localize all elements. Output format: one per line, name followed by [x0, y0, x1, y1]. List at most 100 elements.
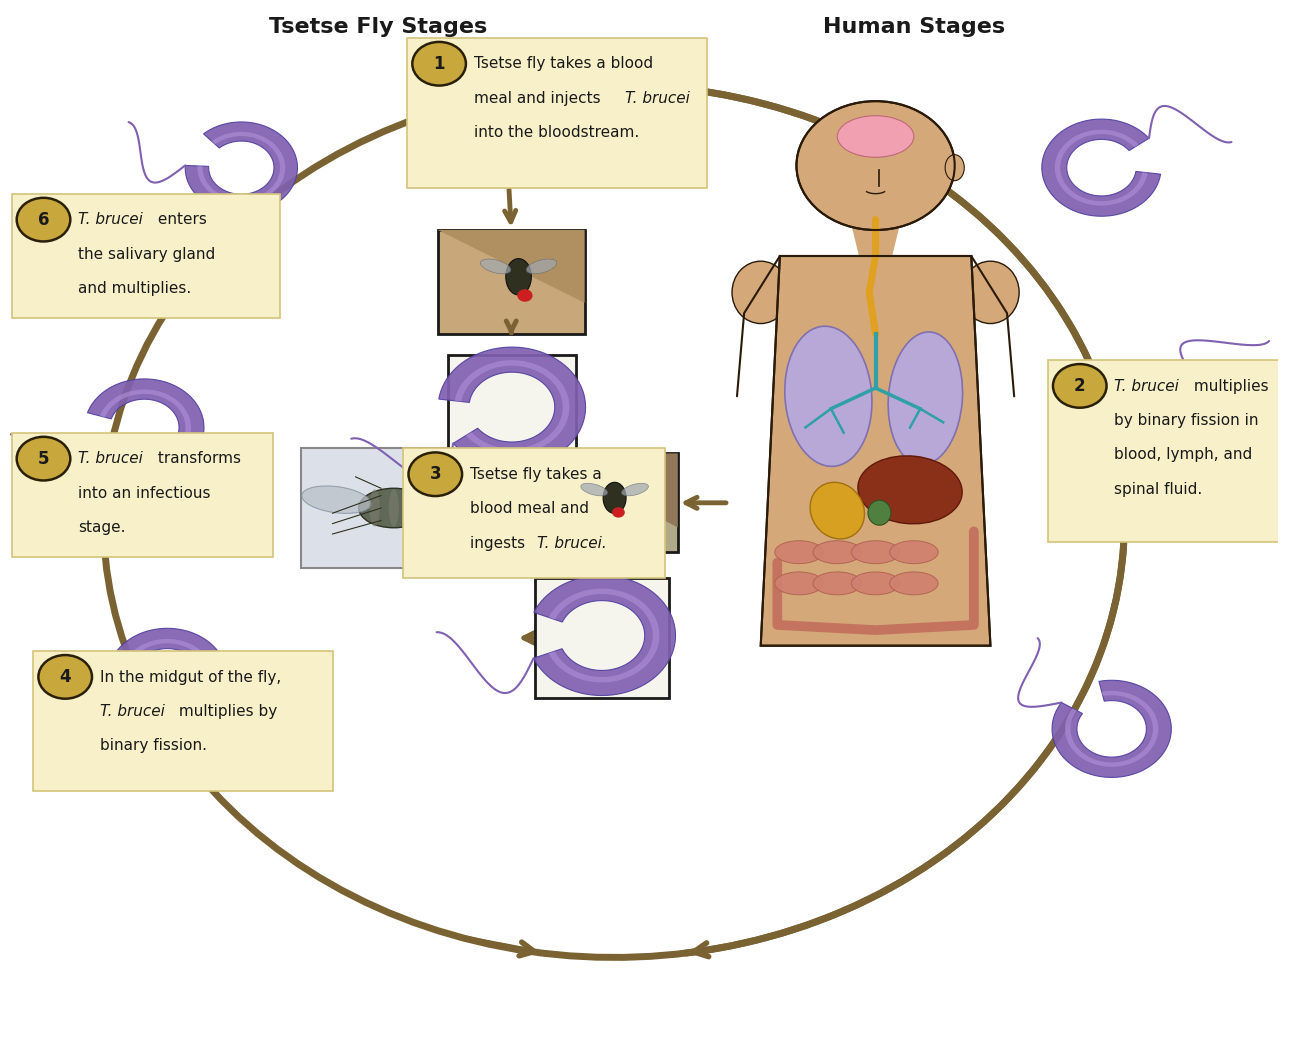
Text: T. brucei.: T. brucei. [537, 536, 607, 550]
Ellipse shape [813, 541, 861, 564]
FancyBboxPatch shape [34, 651, 333, 791]
Polygon shape [439, 347, 585, 467]
Polygon shape [1052, 680, 1171, 777]
Circle shape [613, 507, 624, 518]
Text: spinal fluid.: spinal fluid. [1114, 481, 1203, 496]
Ellipse shape [868, 500, 891, 525]
Ellipse shape [732, 262, 790, 324]
Polygon shape [455, 361, 570, 454]
Text: T. brucei: T. brucei [625, 91, 690, 105]
FancyBboxPatch shape [302, 448, 487, 568]
Ellipse shape [408, 490, 418, 526]
Text: ingests: ingests [470, 536, 530, 550]
Text: 1: 1 [434, 55, 445, 73]
Text: Tsetse Fly Stages: Tsetse Fly Stages [269, 17, 487, 36]
Polygon shape [120, 639, 214, 715]
Text: 4: 4 [60, 668, 71, 686]
Text: Human Stages: Human Stages [822, 17, 1005, 36]
Circle shape [412, 42, 466, 85]
Ellipse shape [785, 326, 872, 467]
Text: 5: 5 [38, 450, 49, 468]
Polygon shape [1041, 119, 1160, 217]
Polygon shape [185, 122, 298, 214]
Ellipse shape [945, 154, 965, 180]
Text: 6: 6 [38, 210, 49, 228]
Ellipse shape [417, 486, 486, 514]
Text: T. brucei: T. brucei [78, 213, 142, 227]
Text: T. brucei: T. brucei [100, 704, 164, 719]
Ellipse shape [813, 572, 861, 595]
Polygon shape [1127, 388, 1225, 468]
Circle shape [39, 655, 92, 699]
Circle shape [517, 290, 532, 302]
Ellipse shape [962, 262, 1019, 324]
Text: blood, lymph, and: blood, lymph, and [1114, 447, 1252, 463]
Ellipse shape [480, 259, 510, 274]
Polygon shape [760, 256, 991, 646]
Ellipse shape [811, 482, 865, 539]
Ellipse shape [603, 482, 625, 514]
Polygon shape [850, 220, 901, 256]
Ellipse shape [526, 259, 557, 274]
FancyBboxPatch shape [12, 432, 273, 557]
FancyBboxPatch shape [537, 453, 677, 552]
Text: meal and injects: meal and injects [474, 91, 610, 105]
Text: Tsetse fly takes a: Tsetse fly takes a [470, 467, 601, 482]
FancyBboxPatch shape [438, 230, 584, 333]
Text: 2: 2 [1074, 377, 1085, 395]
Ellipse shape [774, 572, 824, 595]
Ellipse shape [359, 489, 429, 527]
Text: enters: enters [153, 213, 206, 227]
Circle shape [17, 198, 70, 242]
Text: into an infectious: into an infectious [78, 486, 211, 500]
Ellipse shape [369, 490, 379, 526]
Text: stage.: stage. [78, 520, 126, 535]
Polygon shape [100, 390, 190, 466]
Text: multiplies: multiplies [1189, 378, 1269, 394]
FancyBboxPatch shape [403, 448, 666, 578]
Ellipse shape [888, 332, 962, 465]
Polygon shape [534, 575, 676, 696]
Text: T. brucei: T. brucei [78, 451, 142, 467]
FancyBboxPatch shape [535, 578, 668, 698]
FancyBboxPatch shape [448, 354, 576, 464]
Circle shape [408, 452, 462, 496]
FancyBboxPatch shape [12, 194, 280, 319]
Polygon shape [549, 589, 659, 683]
Text: multiplies by: multiplies by [175, 704, 277, 719]
Circle shape [796, 101, 954, 230]
Ellipse shape [506, 258, 531, 295]
Ellipse shape [774, 541, 824, 564]
Text: Tsetse fly takes a blood: Tsetse fly takes a blood [474, 56, 653, 72]
Ellipse shape [580, 483, 607, 496]
Ellipse shape [838, 116, 914, 157]
Polygon shape [1112, 376, 1238, 479]
Text: T. brucei: T. brucei [1114, 378, 1180, 394]
Ellipse shape [851, 541, 900, 564]
Text: blood meal and: blood meal and [470, 501, 589, 516]
Circle shape [17, 437, 70, 480]
Text: the salivary gland: the salivary gland [78, 247, 215, 262]
Polygon shape [88, 379, 205, 476]
Ellipse shape [890, 541, 938, 564]
Text: transforms: transforms [153, 451, 241, 467]
Text: binary fission.: binary fission. [100, 738, 207, 753]
Polygon shape [1055, 129, 1147, 205]
Polygon shape [107, 628, 227, 725]
Polygon shape [537, 453, 677, 527]
Text: by binary fission in: by binary fission in [1114, 413, 1259, 428]
Text: 3: 3 [430, 465, 442, 483]
Text: into the bloodstream.: into the bloodstream. [474, 125, 638, 140]
FancyBboxPatch shape [1048, 359, 1290, 542]
Circle shape [1053, 364, 1106, 407]
Ellipse shape [388, 490, 399, 526]
Ellipse shape [622, 483, 649, 496]
Text: and multiplies.: and multiplies. [78, 281, 192, 296]
FancyBboxPatch shape [407, 38, 707, 189]
Polygon shape [438, 230, 584, 303]
Ellipse shape [890, 572, 938, 595]
Ellipse shape [857, 455, 962, 524]
Polygon shape [1064, 691, 1158, 767]
Polygon shape [197, 132, 285, 203]
Ellipse shape [302, 486, 372, 514]
